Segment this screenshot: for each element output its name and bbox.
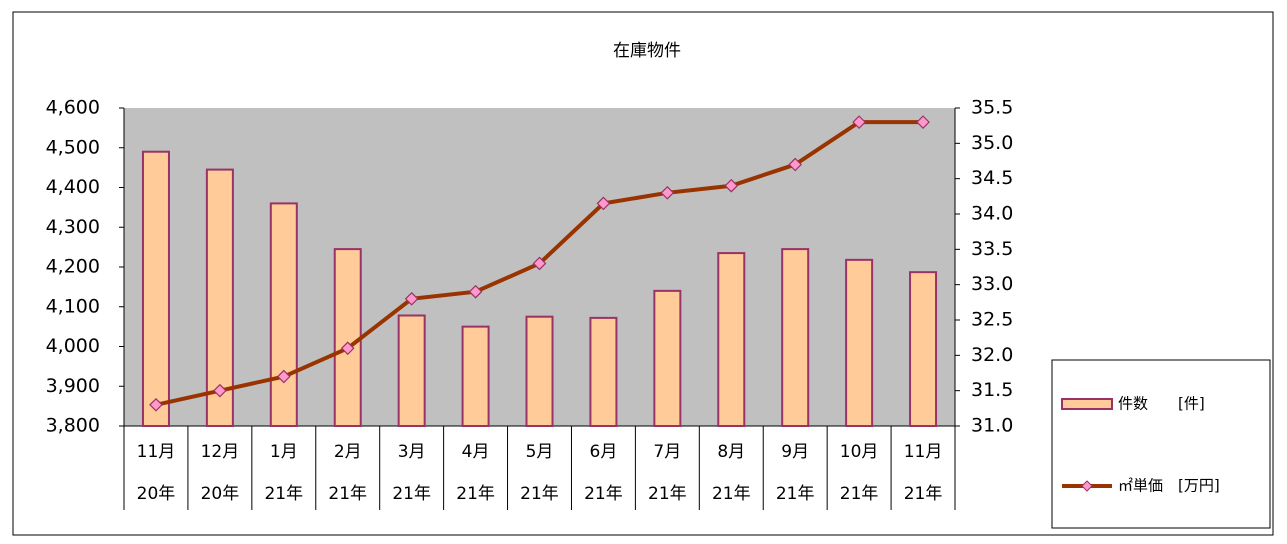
y2-tick-label: 34.5	[971, 167, 1013, 189]
x-tick-label: 12月	[201, 442, 240, 462]
y2-tick-label: 32.5	[971, 309, 1013, 331]
line-marker	[724, 178, 739, 193]
bar	[589, 316, 618, 428]
x-tick-label: 6月	[590, 442, 618, 462]
bar	[461, 325, 490, 427]
y2-tick-label: 31.0	[971, 415, 1013, 437]
line-marker	[276, 369, 291, 384]
x-tick-label: 21年	[392, 484, 431, 504]
y2-tick-label: 35.5	[971, 97, 1013, 119]
x-tick-label: 21年	[840, 484, 879, 504]
y2-tick-label: 33.5	[971, 238, 1013, 260]
bar	[397, 314, 426, 427]
legend-swatch	[1061, 398, 1113, 410]
legend-label: ㎡単価 [万円]	[1118, 477, 1220, 495]
line-marker	[788, 157, 803, 172]
y-tick-label: 4,000	[46, 335, 100, 357]
x-tick-label: 20年	[201, 484, 240, 504]
bar	[141, 150, 170, 427]
x-tick-label: 21年	[904, 484, 943, 504]
y-tick-label: 4,200	[46, 256, 100, 278]
y-tick-label: 3,900	[46, 375, 100, 397]
x-tick-label: 11月	[904, 442, 943, 462]
x-tick-label: 21年	[264, 484, 303, 504]
x-tick-label: 1月	[270, 442, 298, 462]
x-tick-label: 20年	[137, 484, 176, 504]
x-tick-label: 4月	[462, 442, 490, 462]
y2-tick-label: 33.0	[971, 273, 1013, 295]
line-marker	[660, 185, 675, 200]
line-marker	[468, 284, 483, 299]
bar	[909, 271, 938, 428]
x-tick-label: 2月	[334, 442, 362, 462]
x-tick-label: 21年	[776, 484, 815, 504]
chart-title: 在庫物件	[613, 41, 681, 61]
line-marker	[149, 397, 163, 412]
line-marker	[213, 383, 227, 398]
y-tick-label: 3,800	[46, 415, 100, 437]
bar	[717, 252, 746, 427]
y-tick-label: 4,100	[46, 295, 100, 317]
y2-tick-label: 32.0	[971, 344, 1013, 366]
line-marker	[340, 341, 355, 356]
x-tick-label: 9月	[781, 442, 809, 462]
x-tick-label: 21年	[520, 484, 559, 504]
x-tick-label: 21年	[712, 484, 751, 504]
legend-label: 件数 [件]	[1118, 395, 1205, 413]
y-tick-label: 4,500	[46, 136, 100, 158]
x-tick-label: 21年	[648, 484, 687, 504]
line-marker	[532, 256, 547, 271]
bar	[653, 289, 682, 427]
x-tick-label: 21年	[456, 484, 495, 504]
x-tick-label: 3月	[398, 442, 426, 462]
bar	[269, 202, 298, 427]
x-tick-label: 10月	[840, 442, 879, 462]
x-tick-label: 21年	[328, 484, 367, 504]
line-marker	[852, 115, 866, 129]
x-tick-label: 8月	[717, 442, 745, 462]
x-tick-label: 7月	[653, 442, 681, 462]
legend-box	[1051, 359, 1271, 529]
y-tick-label: 4,300	[46, 216, 100, 238]
legend-marker	[1081, 480, 1093, 492]
bar	[845, 258, 874, 427]
line-marker	[596, 196, 611, 211]
bar	[525, 315, 554, 427]
line-marker	[404, 291, 419, 306]
line-marker	[916, 115, 930, 129]
y2-tick-label: 34.0	[971, 203, 1013, 225]
bar	[781, 248, 810, 427]
y2-tick-label: 31.5	[971, 379, 1013, 401]
x-tick-label: 5月	[526, 442, 554, 462]
bar	[205, 168, 234, 428]
y-tick-label: 4,600	[46, 97, 100, 119]
y-tick-label: 4,400	[46, 176, 100, 198]
y2-tick-label: 35.0	[971, 132, 1013, 154]
bar	[333, 248, 362, 427]
x-tick-label: 21年	[584, 484, 623, 504]
x-tick-label: 11月	[137, 442, 176, 462]
